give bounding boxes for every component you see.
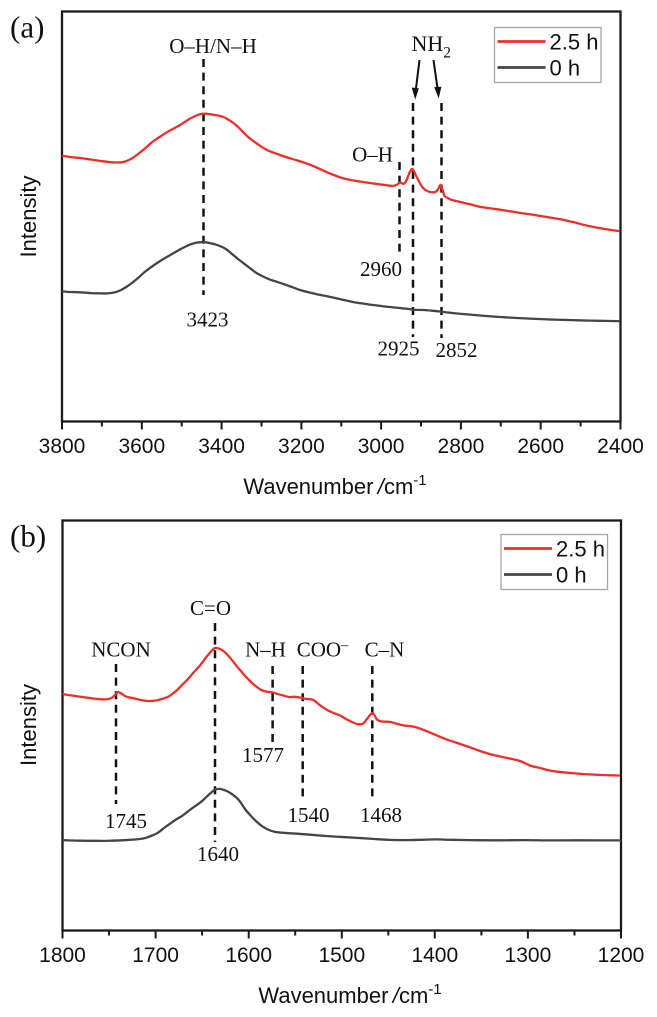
svg-text:Wavenumber /cm-1: Wavenumber /cm-1 xyxy=(258,981,441,1008)
svg-text:1800: 1800 xyxy=(39,944,86,967)
svg-text:Wavenumber /cm-1: Wavenumber /cm-1 xyxy=(243,472,426,499)
svg-text:2800: 2800 xyxy=(438,435,485,458)
svg-text:2.5 h: 2.5 h xyxy=(550,29,599,54)
svg-text:3600: 3600 xyxy=(118,435,165,458)
svg-text:1540: 1540 xyxy=(288,803,330,827)
svg-text:1745: 1745 xyxy=(105,809,147,833)
svg-text:2852: 2852 xyxy=(436,338,478,362)
svg-text:3423: 3423 xyxy=(187,308,229,332)
svg-text:3000: 3000 xyxy=(358,435,405,458)
svg-text:0 h: 0 h xyxy=(550,55,581,80)
svg-text:N–H: N–H xyxy=(245,638,286,662)
svg-text:O–H: O–H xyxy=(352,143,393,167)
svg-text:1200: 1200 xyxy=(598,944,645,967)
svg-text:1640: 1640 xyxy=(197,842,239,866)
svg-text:2960: 2960 xyxy=(360,257,402,281)
svg-text:COO–: COO– xyxy=(297,638,349,662)
svg-text:(b): (b) xyxy=(10,519,46,554)
svg-text:NCON: NCON xyxy=(91,638,151,662)
svg-text:3800: 3800 xyxy=(39,435,86,458)
svg-text:2400: 2400 xyxy=(597,435,644,458)
svg-text:2.5 h: 2.5 h xyxy=(556,536,605,561)
svg-text:1500: 1500 xyxy=(318,944,365,967)
svg-text:O–H/N–H: O–H/N–H xyxy=(169,34,257,58)
svg-text:2925: 2925 xyxy=(378,337,420,361)
svg-text:1400: 1400 xyxy=(411,944,458,967)
svg-text:1700: 1700 xyxy=(132,944,179,967)
svg-text:0 h: 0 h xyxy=(556,562,587,587)
svg-text:Intensity: Intensity xyxy=(16,176,41,258)
svg-text:C–N: C–N xyxy=(365,638,405,662)
svg-text:C=O: C=O xyxy=(190,596,231,620)
svg-text:1468: 1468 xyxy=(360,803,402,827)
svg-text:Intensity: Intensity xyxy=(16,684,41,766)
svg-text:2600: 2600 xyxy=(517,435,564,458)
svg-text:3400: 3400 xyxy=(198,435,245,458)
svg-text:(a): (a) xyxy=(10,10,44,45)
svg-text:1577: 1577 xyxy=(242,743,284,767)
svg-text:1600: 1600 xyxy=(225,944,272,967)
svg-text:3200: 3200 xyxy=(278,435,325,458)
svg-text:1300: 1300 xyxy=(505,944,552,967)
